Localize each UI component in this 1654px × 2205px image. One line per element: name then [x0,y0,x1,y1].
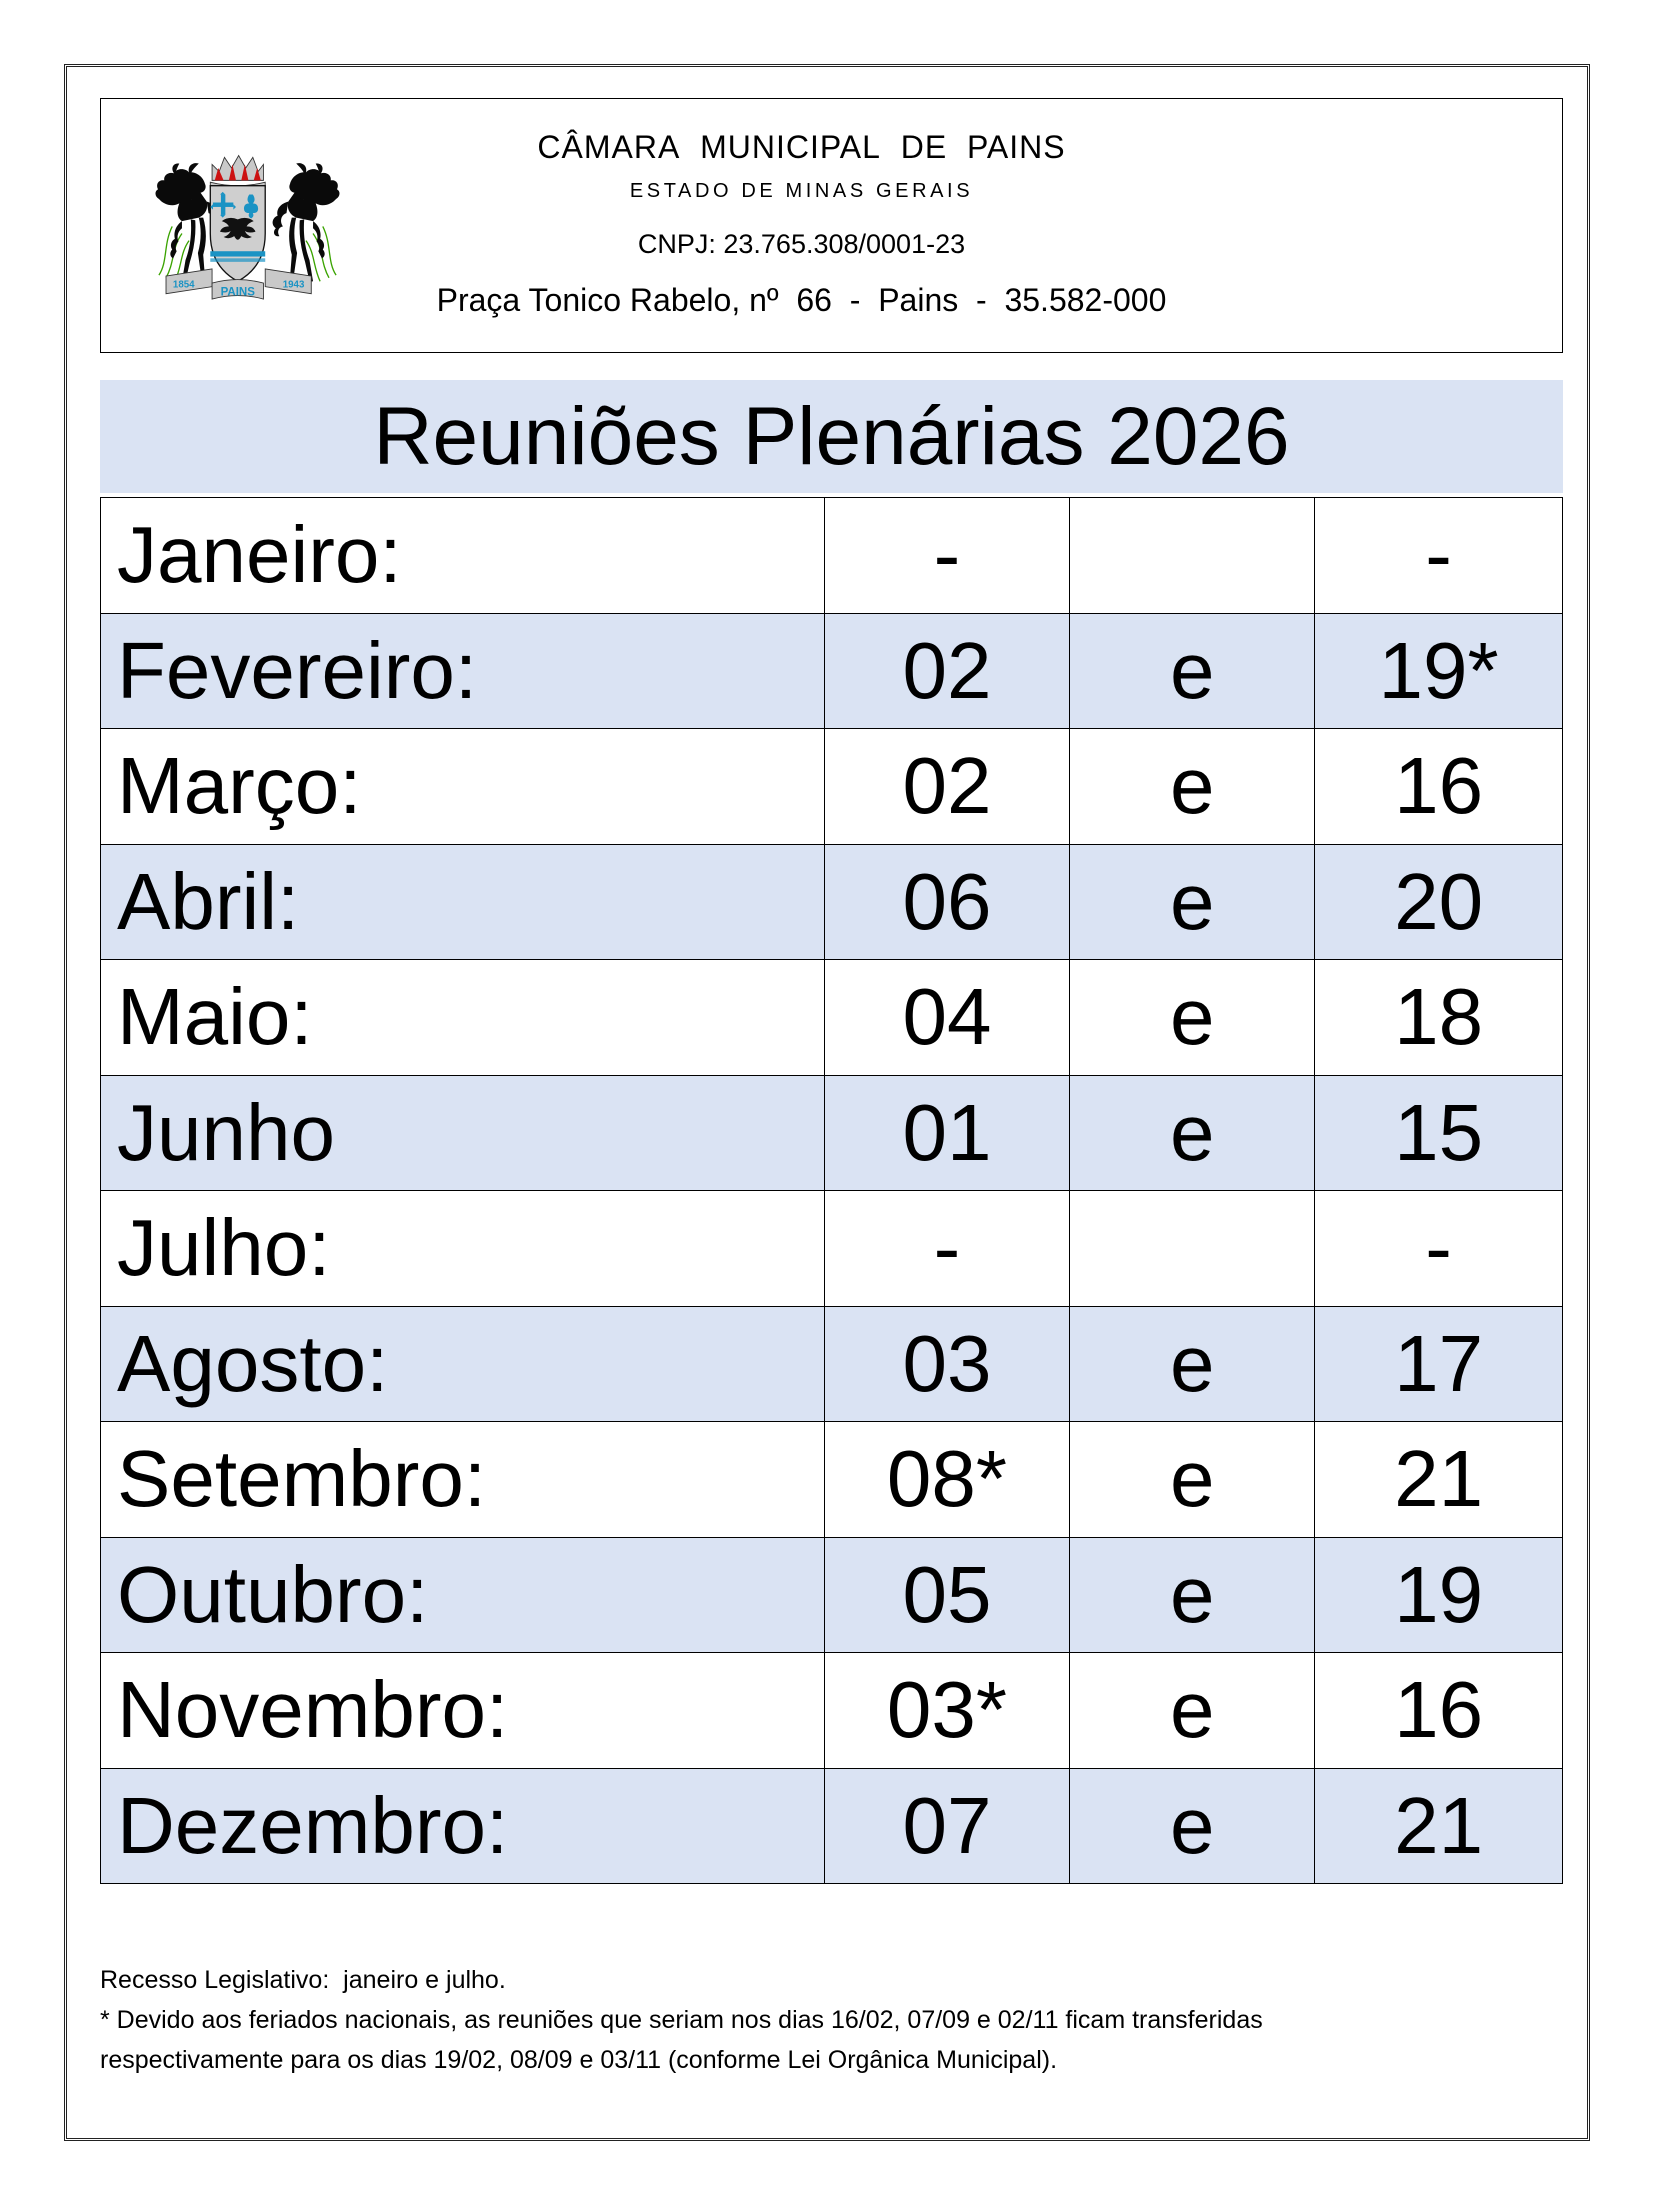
svg-text:1943: 1943 [283,280,305,291]
svg-text:1854: 1854 [173,280,195,291]
svg-text:PAINS: PAINS [221,287,256,299]
